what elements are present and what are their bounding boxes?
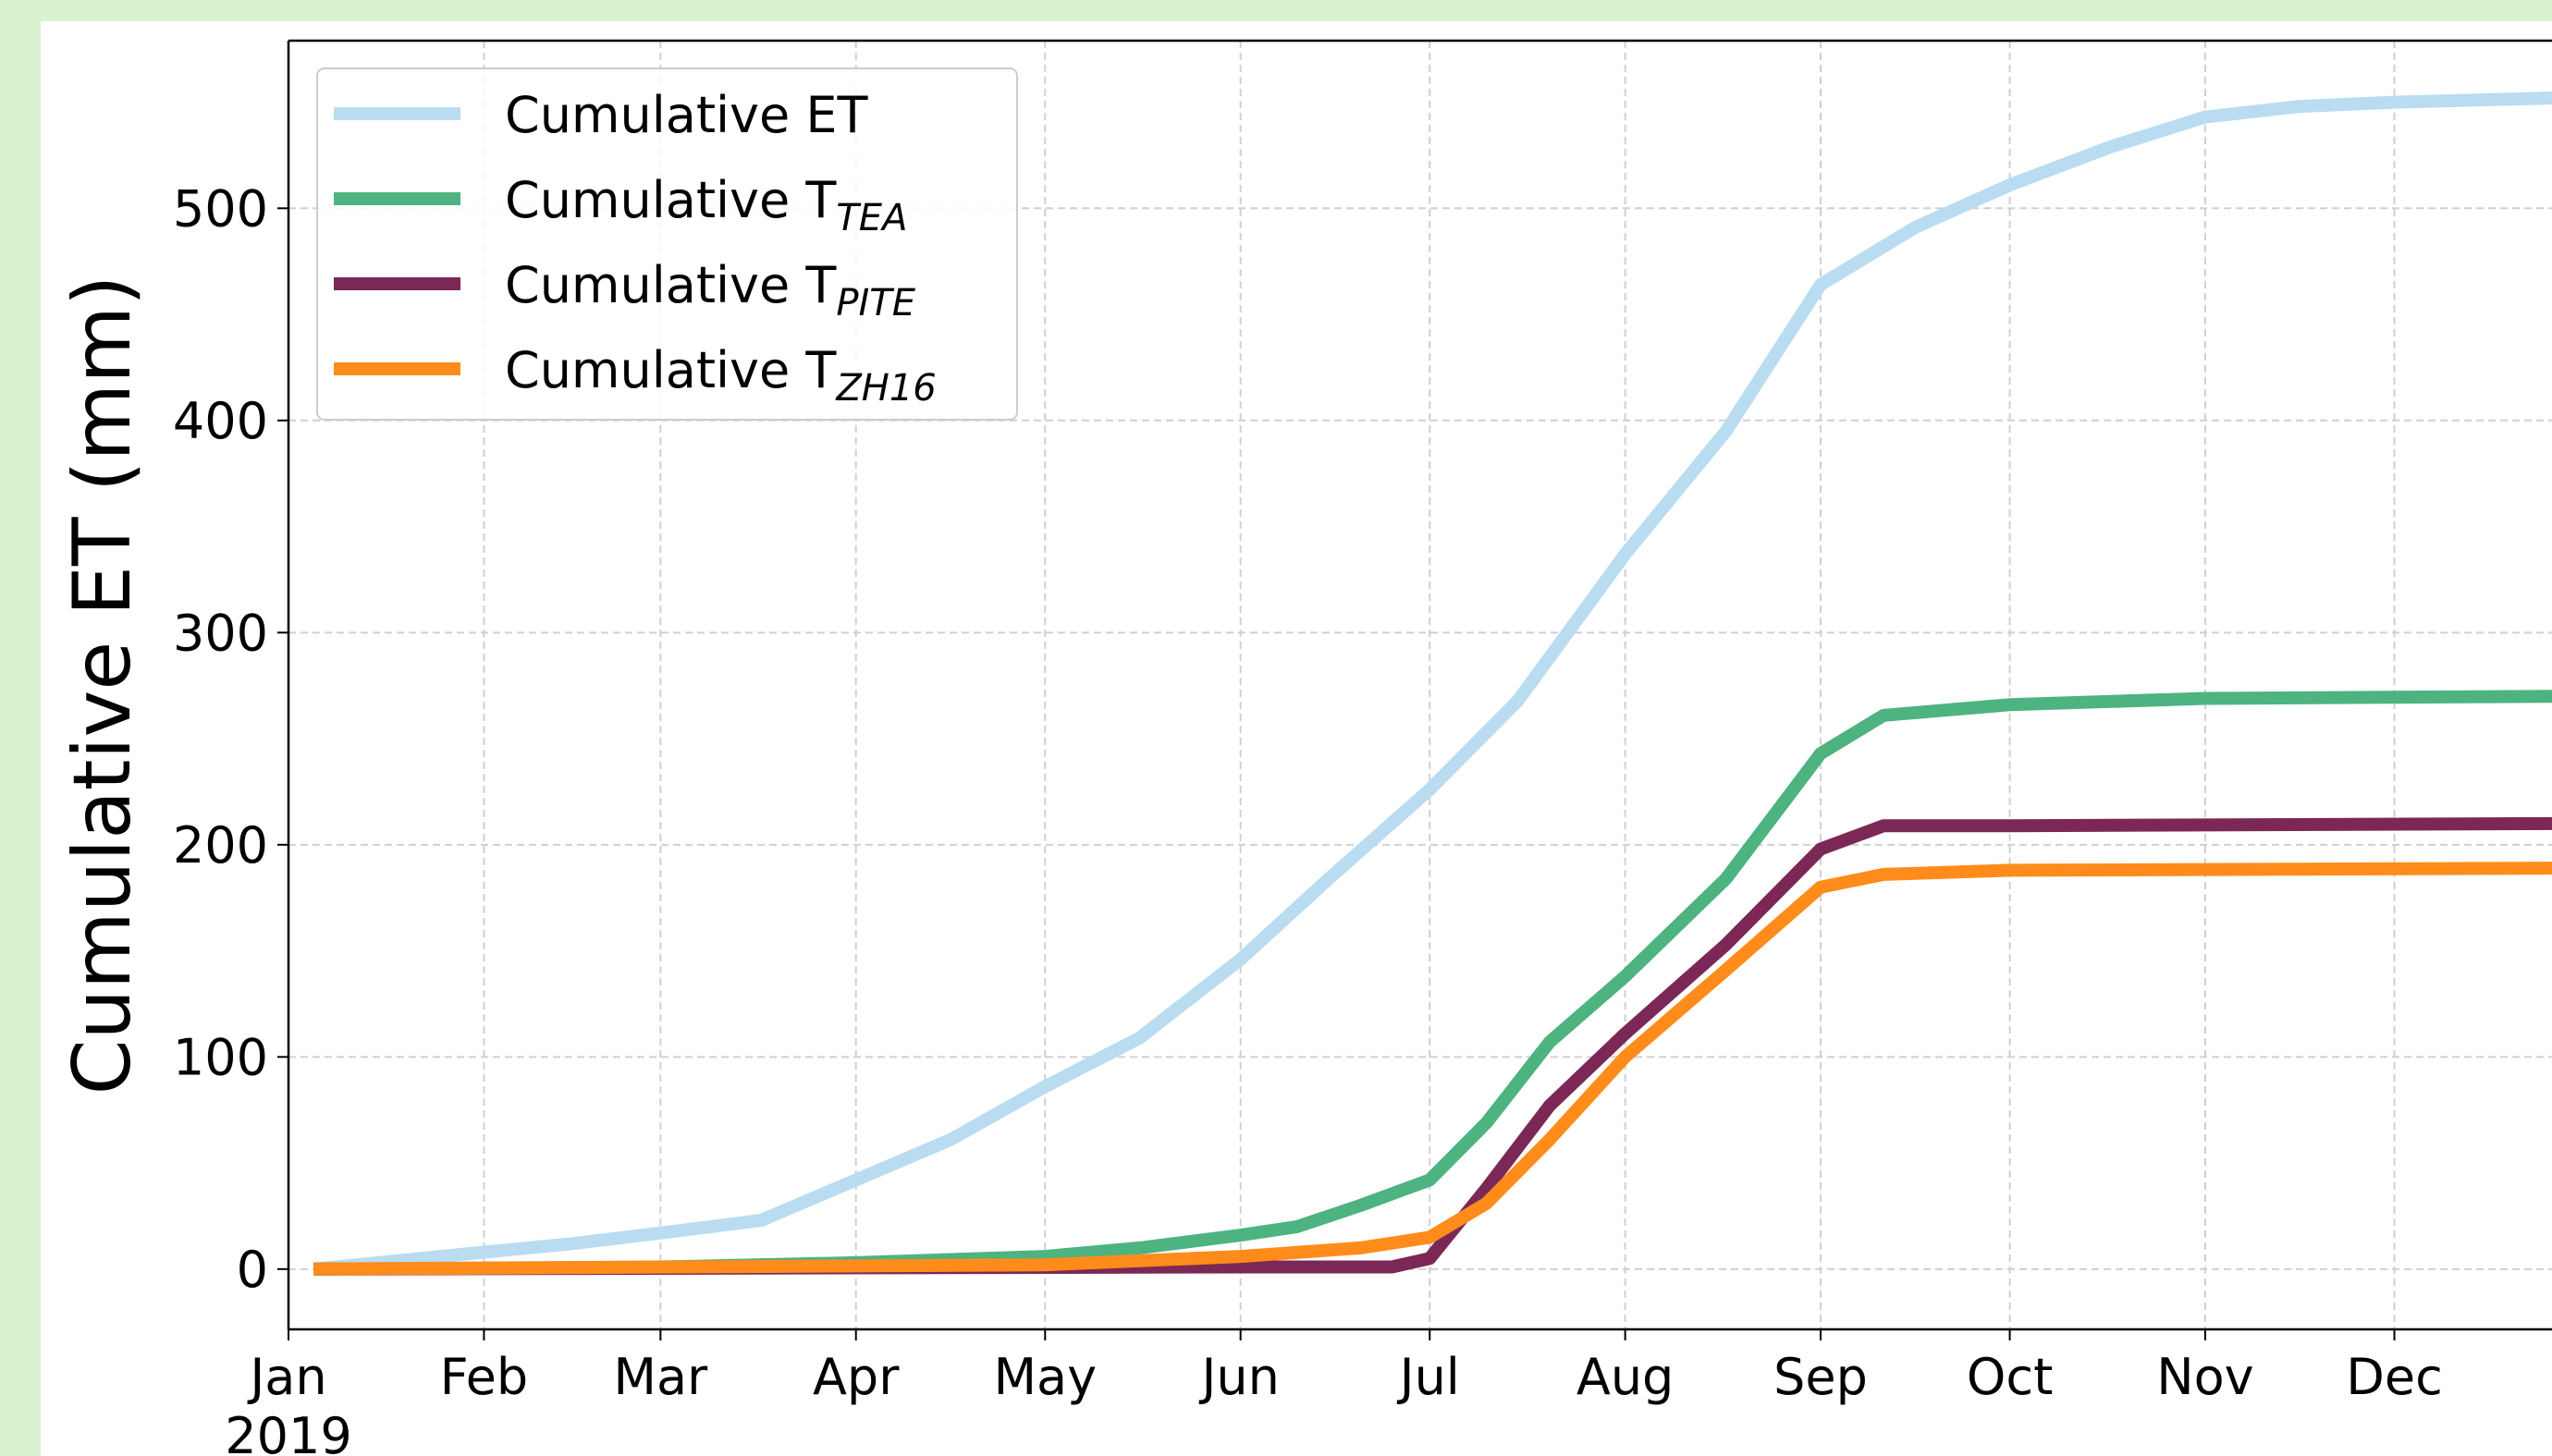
legend-subscript: PITE	[836, 282, 915, 324]
x-tick-label-line: Mar	[613, 1348, 708, 1406]
y-tick-label: 0	[237, 1241, 268, 1299]
x-tick-label-line: Oct	[1967, 1348, 2053, 1406]
x-tick-label: Aug	[1577, 1348, 1674, 1406]
y-tick-label: 500	[173, 179, 268, 238]
legend-subscript: ZH16	[835, 367, 936, 410]
legend-label: Cumulative TZH16	[505, 341, 937, 410]
legend-label: Cumulative TPITE	[505, 256, 916, 324]
x-tick-label-line: Feb	[440, 1348, 529, 1406]
line-series	[313, 862, 2552, 1276]
y-tick-label: 300	[173, 604, 268, 662]
line-series	[313, 816, 2552, 1276]
y-tick-label: 100	[173, 1028, 268, 1086]
y-tick-label: 200	[173, 816, 268, 875]
x-tick-label: Oct	[1967, 1348, 2053, 1406]
x-tick-label: Jan 2019	[225, 1348, 351, 1456]
legend-name: Cumulative ET	[505, 86, 868, 144]
x-tick-label: Dec	[2346, 1348, 2443, 1406]
x-tick-label-line: Jan	[247, 1348, 326, 1406]
legend-label: Cumulative ET	[505, 86, 868, 144]
line-series	[313, 92, 2552, 1276]
x-tick-label-line: Jun	[1198, 1348, 1279, 1406]
x-tick-label-line: May	[993, 1348, 1097, 1406]
x-tick-label: Nov	[2156, 1348, 2253, 1406]
x-tick-label: Apr	[813, 1348, 900, 1406]
x-tick-label: Mar	[613, 1348, 708, 1406]
x-tick-label-line: Apr	[813, 1348, 900, 1406]
x-tick-label-line: Nov	[2156, 1348, 2253, 1406]
y-axis-label: Cumulative ET (mm)	[56, 275, 149, 1095]
x-tick-label: Sep	[1773, 1348, 1868, 1406]
legend-name: Cumulative T	[505, 171, 837, 229]
legend-subscript: TEA	[836, 197, 907, 239]
x-tick-label-line: Jul	[1397, 1348, 1460, 1406]
x-tick-label-line: Sep	[1773, 1348, 1868, 1406]
x-tick-label-line: Dec	[2346, 1348, 2443, 1406]
y-tick-label: 400	[173, 392, 268, 450]
legend-name: Cumulative T	[505, 256, 837, 314]
x-tick-label-line: Aug	[1577, 1348, 1674, 1406]
x-tick-label: Jul	[1397, 1348, 1460, 1406]
legend-label: Cumulative TTEA	[505, 171, 907, 239]
x-tick-label: May	[993, 1348, 1097, 1406]
x-tick-label-line: 2019	[225, 1407, 351, 1456]
x-tick-label: Feb	[440, 1348, 529, 1406]
x-tick-label: Jun	[1198, 1348, 1279, 1406]
legend-name: Cumulative T	[505, 341, 837, 399]
legend-box	[316, 67, 1018, 421]
line-series	[313, 690, 2552, 1276]
